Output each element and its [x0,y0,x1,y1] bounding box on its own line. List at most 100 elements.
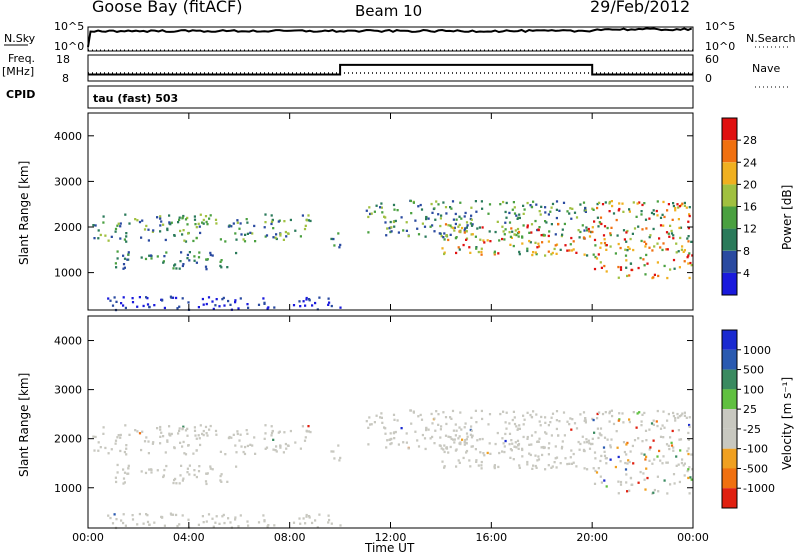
velocity-cell [452,438,455,441]
velocity-cell [239,514,242,517]
velocity-cell [568,462,571,465]
velocity-cell [308,516,311,519]
velocity-cell [114,476,117,479]
velocity-cell [197,434,200,437]
power-cell [427,217,430,220]
velocity-cell [140,448,143,452]
power-cell [178,216,181,219]
velocity-cell [220,480,223,483]
velocity-cell [186,427,189,430]
power-cell [480,250,483,254]
velocity-cell [417,415,420,418]
velocity-cell [666,419,669,422]
velocity-cell [522,435,525,439]
velocity-cell [107,514,110,517]
power-cell [425,216,428,219]
velocity-cell [147,440,150,443]
power-cell [481,207,484,210]
power-cell [475,210,478,213]
velocity-cell [455,429,458,432]
power-cell [687,262,690,265]
velocity-cell [279,445,282,448]
velocity-cell [612,422,616,426]
velocity-cell [632,462,635,465]
power-cell [666,209,669,212]
velocity-cell [480,464,483,467]
velocity-cell [182,425,185,428]
power-cell [605,248,608,251]
velocity-cell [175,513,178,517]
velocity-cell [496,431,499,435]
velocity-cell [627,459,630,462]
power-cell [375,204,378,207]
nsky-line [87,27,693,48]
power-cell [212,307,215,311]
nave-tick-bottom: 0 [705,72,712,85]
power-cell [270,214,273,217]
velocity-cell [547,424,550,427]
colorbar-swatch [722,118,737,141]
power-cell [628,247,631,250]
power-cell [272,236,275,239]
velocity-cell [186,467,189,470]
power-cell [675,251,678,254]
power-cell [516,227,520,231]
velocity-cell [505,411,508,414]
velocity-cell [529,453,532,457]
velocity-cell [419,413,422,417]
power-cell [505,201,508,205]
power-cell [292,304,296,307]
velocity-cell [465,449,469,453]
velocity-cell [339,524,342,527]
velocity-cell [131,514,134,517]
velocity-cell [402,441,405,444]
power-cell [159,217,162,220]
power-cell [681,245,684,248]
velocity-cell [309,430,312,434]
power-cell [680,204,683,207]
velocity-cell [672,446,675,449]
velocity-cell [672,411,675,415]
velocity-cell [619,483,623,486]
velocity-cell [206,434,209,437]
velocity-cell [597,436,600,440]
velocity-cell [478,438,481,441]
velocity-cell [633,439,637,442]
velocity-cell [330,450,333,453]
velocity-cell [266,525,269,528]
power-cell [247,306,250,309]
velocity-cell [563,434,566,437]
power-cell [400,216,403,219]
velocity-cell [547,453,550,456]
velocity-cell [218,522,221,525]
power-cell [678,205,681,208]
power-cell [265,234,269,237]
power-cell [368,206,371,209]
velocity-cell [466,435,469,438]
power-cell [578,236,581,239]
power-cell [205,220,208,224]
velocity-cell [169,434,172,437]
power-cell [338,246,341,249]
velocity-cell [198,437,201,440]
velocity-cell [246,444,249,448]
power-cell [583,229,586,232]
velocity-cell [645,455,648,458]
y-tick-label: 1000 [54,482,82,495]
velocity-cell [536,440,539,443]
velocity-cell [379,416,382,419]
velocity-cell [599,427,603,430]
velocity-cell [307,430,310,433]
velocity-cell [442,448,445,451]
velocity-cell [219,474,222,478]
velocity-cell [678,438,681,441]
velocity-cell [175,482,178,485]
velocity-cell [512,410,515,413]
velocity-cell [526,435,529,439]
velocity-cell [626,490,629,493]
velocity-cell [636,412,639,415]
power-cell [443,232,446,235]
power-cell [264,235,267,238]
velocity-cell [555,466,558,469]
x-tick-label: 04:00 [173,531,205,544]
